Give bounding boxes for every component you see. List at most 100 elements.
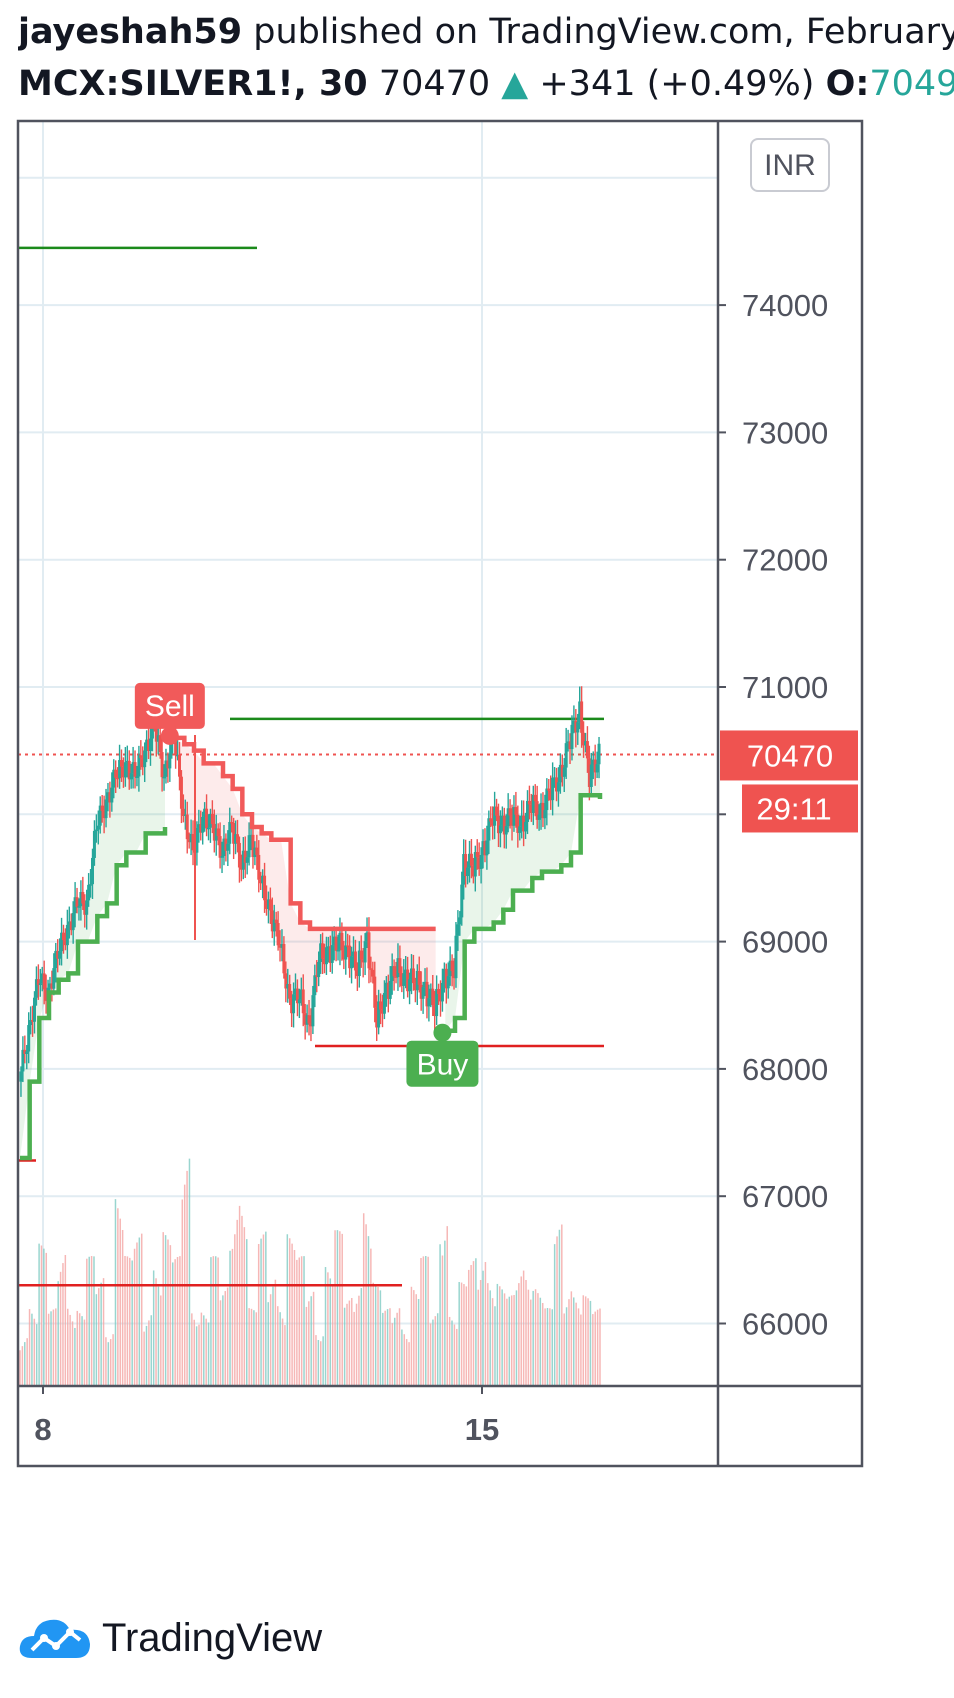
candle-body [245, 857, 249, 863]
candle-body [276, 923, 280, 946]
candle-body [131, 762, 135, 774]
candle-body [125, 760, 129, 763]
candle-body [52, 968, 56, 989]
candle-body [444, 968, 448, 989]
candle-body [313, 975, 317, 996]
y-tick-label: 74000 [742, 288, 828, 323]
candle-body [506, 808, 510, 827]
candle-body [456, 924, 460, 936]
candle-body [435, 988, 439, 1017]
candle-body [268, 899, 272, 911]
candle-body [473, 852, 477, 877]
candle-body [259, 879, 263, 884]
candle-body [560, 764, 564, 777]
horizontal-levels [18, 246, 718, 1287]
candle-body [139, 755, 143, 759]
candle-body [408, 979, 412, 992]
candle-body [75, 897, 79, 907]
candle-body [91, 857, 94, 885]
candle-body [290, 998, 294, 1014]
candle-body [253, 847, 257, 858]
candle-body [319, 943, 323, 962]
candle-body [31, 1020, 35, 1022]
candle-body [584, 741, 587, 746]
candle-body [176, 754, 180, 757]
candle-body [458, 917, 462, 925]
candle-body [263, 875, 267, 901]
candle-body [232, 823, 236, 844]
candle-body [104, 799, 108, 819]
candle-body [589, 764, 593, 787]
open-value: 70493 [869, 64, 954, 104]
candle-body [352, 951, 355, 957]
currency-label: INR [764, 149, 816, 182]
candle-body [270, 910, 274, 932]
candle-body [292, 994, 296, 1014]
candle-body [504, 826, 508, 835]
x-tick-label: 15 [465, 1412, 499, 1447]
candle-body [81, 892, 85, 904]
candle-body [189, 833, 193, 843]
candle-body [158, 735, 162, 753]
candle-body [404, 969, 408, 974]
candle-body [500, 815, 504, 826]
candle-body [212, 823, 216, 841]
candle-body [402, 973, 406, 986]
candle-body [154, 724, 158, 742]
candle-body [533, 794, 537, 802]
candle-body [243, 850, 247, 863]
candle-body [342, 950, 346, 960]
candle-body [475, 852, 479, 858]
candle-body [535, 801, 539, 820]
candle-body [431, 988, 435, 1006]
candle-body [62, 932, 65, 941]
supertrend-up-line [20, 827, 168, 1161]
candle-body [508, 808, 512, 816]
buy-badge [406, 1040, 479, 1087]
candle-body [205, 808, 209, 829]
candle-body [346, 945, 350, 947]
candle-body [440, 982, 444, 1002]
candle-body [108, 792, 112, 803]
author-name[interactable]: jayeshah59 [18, 12, 243, 52]
countdown-badge [742, 784, 858, 833]
candle-body [38, 983, 42, 986]
candle-body [460, 884, 464, 918]
candle-body [340, 932, 344, 951]
candle-body [42, 973, 46, 990]
candle-body [133, 762, 137, 777]
candle-body [73, 897, 77, 914]
candle-body [411, 968, 415, 984]
tradingview-logo[interactable]: TradingView [18, 1608, 322, 1668]
candle-body [305, 1015, 309, 1025]
candle-body [160, 752, 164, 778]
candle-body [572, 720, 576, 725]
candle-body [222, 838, 226, 857]
sell-marker [160, 726, 179, 745]
candle-body [36, 979, 40, 986]
candle-body [178, 754, 181, 777]
candle-body [524, 821, 528, 832]
candle-body [56, 950, 60, 959]
candle-body [386, 982, 390, 999]
candle-body [27, 1025, 31, 1052]
candle-body [102, 810, 106, 819]
candle-body [96, 825, 100, 830]
candle-body [574, 720, 578, 733]
candle-body [71, 913, 75, 931]
symbol-label[interactable]: MCX:SILVER1!, 30 [18, 64, 368, 104]
candle-body [257, 854, 261, 880]
candle-body [595, 764, 599, 773]
candle-body [234, 834, 238, 844]
candle-body [545, 788, 549, 811]
candle-body [149, 738, 152, 751]
candle-body [531, 794, 535, 813]
candle-body [553, 777, 557, 779]
candle-body [183, 814, 187, 816]
candle-body [379, 1001, 383, 1010]
candle-body [92, 830, 96, 858]
candle-body [539, 802, 543, 815]
candle-body [226, 843, 230, 851]
change-text: +341 (+0.49%) [539, 64, 815, 104]
